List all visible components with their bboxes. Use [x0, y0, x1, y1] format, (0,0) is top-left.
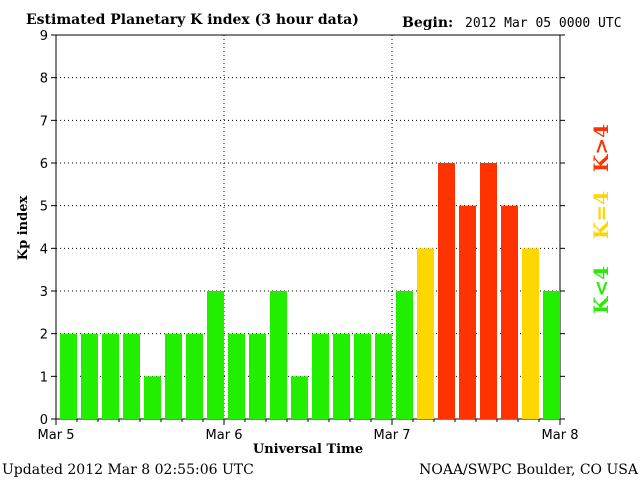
x-tick-label: Mar 5 — [38, 428, 75, 443]
y-axis-label: Kp index — [16, 196, 31, 261]
x-tick-label: Mar 6 — [206, 428, 243, 443]
y-tick-label: 1 — [40, 370, 48, 385]
kp-bar — [291, 376, 308, 419]
kp-bar — [333, 333, 350, 419]
kp-bar — [144, 376, 161, 419]
chart-title: Estimated Planetary K index (3 hour data… — [26, 12, 359, 28]
y-tick-label: 5 — [40, 200, 48, 215]
y-tick-label: 3 — [40, 285, 48, 300]
source-credit: NOAA/SWPC Boulder, CO USA — [419, 462, 639, 478]
kp-bar — [123, 333, 140, 419]
x-tick-label: Mar 7 — [374, 428, 411, 443]
bars-group — [60, 163, 560, 419]
y-tick-label: 8 — [40, 72, 48, 87]
x-axis-ticks: Mar 5 Mar 6 Mar 7 Mar 8 — [38, 419, 579, 443]
legend-k-below-4: K<4 — [589, 266, 613, 314]
kp-bar — [522, 248, 539, 419]
kp-bar — [501, 205, 518, 419]
kp-bar — [60, 333, 77, 419]
x-tick-label: Mar 8 — [542, 428, 579, 443]
kp-bar — [249, 333, 266, 419]
kp-bar — [186, 333, 203, 419]
y-axis-ticks: 0 1 2 3 4 5 6 7 8 9 — [40, 29, 565, 428]
kp-bar — [438, 163, 455, 419]
y-tick-label: 6 — [40, 157, 48, 172]
y-tick-label: 0 — [40, 413, 48, 428]
begin-label: Begin: — [402, 15, 453, 31]
kp-bar — [417, 248, 434, 419]
kp-bar — [480, 163, 497, 419]
kp-bar — [102, 333, 119, 419]
legend-k-above-4: K>4 — [589, 124, 613, 172]
kp-bar — [81, 333, 98, 419]
legend-k-equal-4: K=4 — [589, 191, 613, 239]
y-tick-label: 2 — [40, 328, 48, 343]
kp-bar — [459, 205, 476, 419]
kp-bar — [543, 291, 560, 419]
y-tick-label: 4 — [40, 242, 48, 257]
kp-bar — [312, 333, 329, 419]
kp-bar — [396, 291, 413, 419]
kp-bar — [228, 333, 245, 419]
kp-bar — [375, 333, 392, 419]
updated-timestamp: Updated 2012 Mar 8 02:55:06 UTC — [2, 462, 254, 478]
y-tick-label: 7 — [40, 114, 48, 129]
kp-bar — [270, 291, 287, 419]
kp-bar — [165, 333, 182, 419]
begin-value: 2012 Mar 05 0000 UTC — [465, 16, 622, 31]
kp-bar — [354, 333, 371, 419]
x-axis-label: Universal Time — [253, 442, 363, 457]
y-tick-label: 9 — [40, 29, 48, 44]
kp-bar — [207, 291, 224, 419]
